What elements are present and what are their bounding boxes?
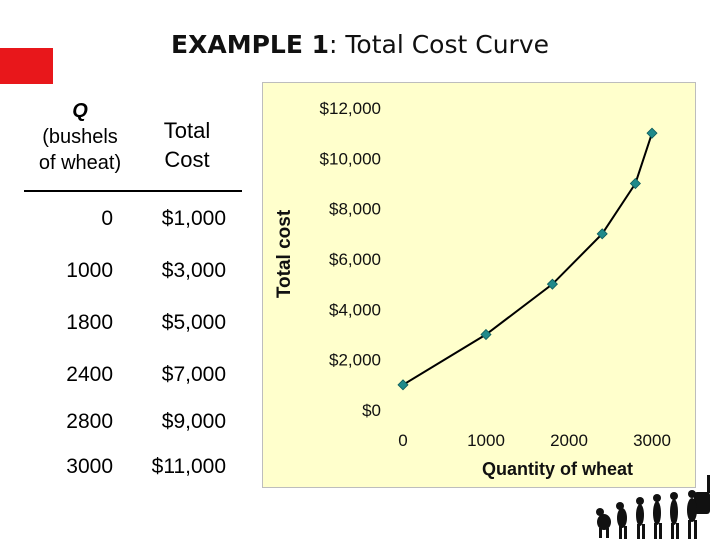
- table-row: 0 $1,000: [0, 207, 260, 237]
- x-tick-label: 2000: [550, 431, 588, 450]
- evolution-silhouette-icon: [596, 475, 710, 539]
- header-q-unit-line2: of wheat): [38, 152, 122, 174]
- x-tick-label: 1000: [467, 431, 505, 450]
- header-tc-line2: Cost: [164, 147, 210, 172]
- x-tick-label: 3000: [633, 431, 671, 450]
- y-tick-label: $6,000: [329, 250, 381, 269]
- data-point-marker: [546, 278, 558, 290]
- table-cell-quantity: 1000: [66, 259, 113, 282]
- table-cell-cost: $1,000: [161, 207, 226, 230]
- y-axis-label: Total cost: [274, 209, 295, 298]
- table-cell-cost: $11,000: [151, 455, 226, 478]
- table-row: 2400 $7,000: [0, 363, 260, 393]
- table-cell-cost: $5,000: [161, 311, 226, 334]
- table-row: 1000 $3,000: [0, 259, 260, 289]
- y-tick-label: $2,000: [329, 351, 381, 370]
- x-tick-label: 0: [398, 431, 407, 450]
- y-tick-label: $0: [362, 401, 381, 420]
- table-header-total-cost: Total Cost: [148, 116, 226, 174]
- y-tick-label: $4,000: [329, 300, 381, 319]
- table-cell-quantity: 1800: [66, 311, 113, 334]
- chart-panel: [262, 82, 696, 488]
- data-point-marker: [596, 228, 608, 240]
- table-header-rule: [24, 190, 242, 192]
- data-point-marker: [646, 127, 658, 139]
- table-row: 3000 $11,000: [0, 455, 260, 485]
- y-tick-label: $8,000: [329, 200, 381, 219]
- data-point-marker: [629, 177, 641, 190]
- table-row: 1800 $5,000: [0, 311, 260, 341]
- table-cell-quantity: 2400: [66, 363, 113, 386]
- table-cell-quantity: 2800: [66, 410, 113, 433]
- table-cell-quantity: 0: [101, 207, 113, 230]
- table-row: 2800 $9,000: [0, 410, 260, 440]
- slide-title: EXAMPLE 1: Total Cost Curve: [0, 30, 720, 59]
- header-tc-line1: Total: [163, 118, 211, 143]
- table-header-quantity: Q (bushels of wheat): [20, 98, 140, 176]
- header-q-unit-line1: (bushels: [42, 126, 118, 148]
- total-cost-line: [402, 132, 653, 386]
- x-axis-label: Quantity of wheat: [482, 459, 633, 479]
- data-point-marker: [397, 379, 409, 391]
- header-q-symbol: Q: [72, 100, 88, 122]
- y-tick-label: $12,000: [320, 99, 381, 118]
- title-rest: : Total Cost Curve: [329, 30, 549, 59]
- data-point-marker: [480, 328, 492, 341]
- table-cell-cost: $7,000: [161, 363, 226, 386]
- total-cost-chart: $0 $2,000 $4,000 $6,000 $8,000 $10,000 $12,000…: [274, 99, 671, 479]
- red-accent-block: [0, 48, 53, 84]
- table-cell-cost: $9,000: [161, 410, 226, 433]
- y-tick-label: $10,000: [320, 149, 381, 168]
- table-cell-quantity: 3000: [66, 455, 113, 478]
- table-cell-cost: $3,000: [161, 259, 226, 282]
- title-prefix: EXAMPLE 1: [171, 30, 330, 59]
